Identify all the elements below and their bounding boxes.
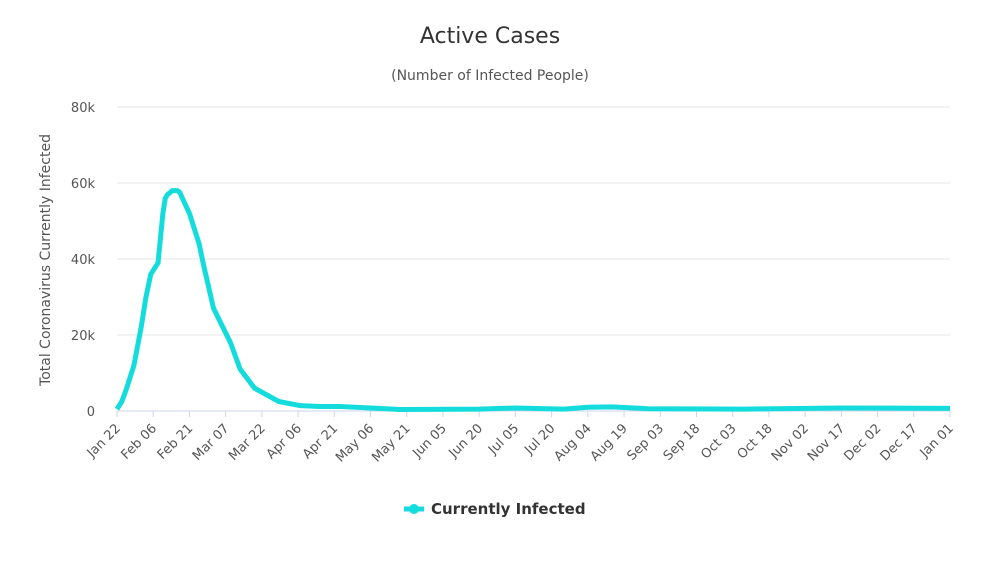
x-tick-label: Aug 04 bbox=[551, 421, 594, 464]
x-tick-label: Apr 06 bbox=[264, 421, 305, 462]
chart-title: Active Cases bbox=[420, 24, 560, 49]
y-tick-label: 60k bbox=[71, 177, 96, 192]
legend-label: Currently Infected bbox=[431, 500, 586, 518]
x-tick-label: Feb 21 bbox=[155, 421, 197, 463]
x-tick-label: Dec 02 bbox=[841, 421, 884, 464]
x-tick-label: Mar 22 bbox=[226, 421, 269, 464]
y-tick-label: 80k bbox=[71, 101, 96, 116]
x-tick-label: Sep 18 bbox=[661, 421, 704, 464]
y-tick-label: 0 bbox=[87, 405, 95, 420]
y-tick-label: 20k bbox=[71, 329, 96, 344]
x-tick-label: Jul 05 bbox=[485, 421, 522, 458]
x-tick-label: May 06 bbox=[333, 421, 377, 465]
line bbox=[114, 188, 951, 412]
x-tick-label: Jan 22 bbox=[84, 421, 124, 461]
x-tick-label: Sep 03 bbox=[625, 421, 668, 464]
legend-swatch-dot bbox=[409, 504, 419, 514]
chart-subtitle: (Number of Infected People) bbox=[391, 68, 589, 84]
x-tick-label: Aug 19 bbox=[588, 421, 631, 464]
x-tick-label: Jun 20 bbox=[446, 421, 486, 461]
x-tick-label: Nov 02 bbox=[769, 421, 812, 464]
x-tick-label: Jan 01 bbox=[917, 421, 957, 461]
y-tick-label: 40k bbox=[71, 253, 96, 268]
x-tick-label: Dec 17 bbox=[878, 421, 921, 464]
x-tick-label: Mar 07 bbox=[190, 421, 233, 464]
x-tick-label: Feb 06 bbox=[119, 421, 161, 463]
x-tick-label: Oct 03 bbox=[698, 421, 739, 462]
x-tick-label: Oct 18 bbox=[735, 421, 776, 462]
y-axis-label: Total Coronavirus Currently Infected bbox=[38, 134, 54, 387]
x-tick-label: Nov 17 bbox=[805, 421, 848, 464]
x-tick-label: Jun 05 bbox=[409, 421, 449, 461]
x-tick-label: May 21 bbox=[369, 421, 413, 465]
